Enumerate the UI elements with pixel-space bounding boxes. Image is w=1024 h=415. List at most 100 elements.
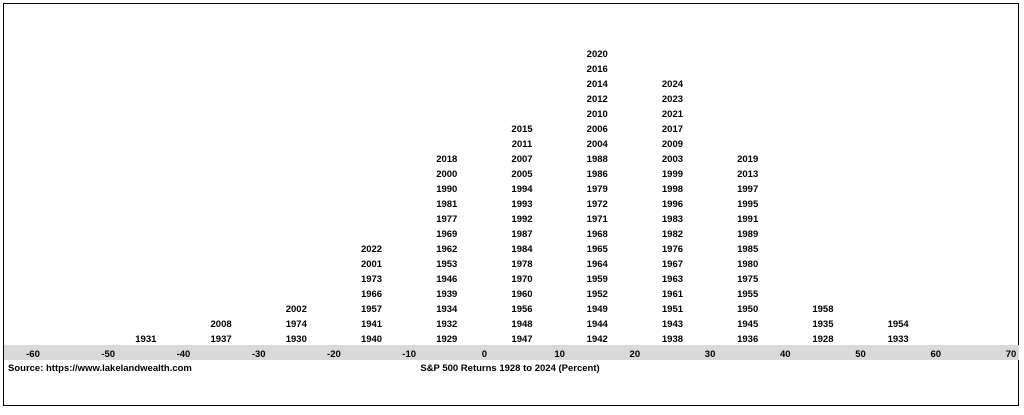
year-label: 1933 xyxy=(888,334,909,345)
year-label: 2019 xyxy=(737,154,758,165)
year-label: 1934 xyxy=(436,304,458,315)
year-label: 1953 xyxy=(436,259,457,270)
year-label: 2015 xyxy=(511,124,533,135)
year-label: 1954 xyxy=(888,319,910,330)
year-label: 1992 xyxy=(511,214,532,225)
year-label: 1999 xyxy=(662,169,683,180)
year-label: 2022 xyxy=(361,244,382,255)
year-label: 1963 xyxy=(662,274,683,285)
x-axis-ticks: -60 -50 -40 -30 -20 -10 0 10 20 30 40 50 60 70 xyxy=(26,349,1016,360)
year-label: 2007 xyxy=(511,154,532,165)
year-label: 1980 xyxy=(737,259,758,270)
year-label: 1943 xyxy=(662,319,683,330)
year-label: 1978 xyxy=(511,259,532,270)
year-label: 1938 xyxy=(662,334,683,345)
year-label: 1936 xyxy=(737,334,758,345)
year-label: 1952 xyxy=(587,289,608,300)
year-label: 2013 xyxy=(737,169,758,180)
year-label: 1955 xyxy=(737,289,759,300)
x-tick-label: -20 xyxy=(327,349,341,360)
year-label: 1962 xyxy=(436,244,457,255)
x-tick-label: 0 xyxy=(482,349,487,360)
year-label: 1945 xyxy=(737,319,759,330)
x-tick-label: -10 xyxy=(402,349,416,360)
x-axis-label: S&P 500 Returns 1928 to 2024 (Percent) xyxy=(420,363,599,374)
year-label: 1956 xyxy=(511,304,532,315)
year-label: 2012 xyxy=(587,94,608,105)
year-label: 1937 xyxy=(211,334,232,345)
year-label: 2002 xyxy=(286,304,307,315)
year-label: 1993 xyxy=(511,199,532,210)
year-label: 1982 xyxy=(662,229,683,240)
year-label: 1946 xyxy=(436,274,457,285)
year-label: 1944 xyxy=(587,319,609,330)
year-label: 1957 xyxy=(361,304,382,315)
x-tick-label: -30 xyxy=(252,349,266,360)
source-note: Source: https://www.lakelandwealth.com xyxy=(8,363,192,374)
year-label: 1928 xyxy=(812,334,833,345)
year-label: 1942 xyxy=(587,334,608,345)
year-label: 1958 xyxy=(812,304,833,315)
chart-frame xyxy=(3,3,1019,406)
year-label: 1948 xyxy=(511,319,532,330)
year-label: 1981 xyxy=(436,199,458,210)
year-label: 1989 xyxy=(737,229,758,240)
year-label: 1984 xyxy=(511,244,533,255)
x-tick-label: -40 xyxy=(177,349,191,360)
year-label: 1994 xyxy=(511,184,533,195)
year-label: 1940 xyxy=(361,334,382,345)
year-label: 1970 xyxy=(511,274,532,285)
year-label: 2018 xyxy=(436,154,457,165)
year-label: 1973 xyxy=(361,274,382,285)
year-label: 2017 xyxy=(662,124,683,135)
year-label: 1969 xyxy=(436,229,457,240)
year-label: 2003 xyxy=(662,154,683,165)
year-label: 1985 xyxy=(737,244,759,255)
year-label: 1991 xyxy=(737,214,759,225)
year-label: 1996 xyxy=(662,199,683,210)
year-label: 1995 xyxy=(737,199,759,210)
x-tick-label: 40 xyxy=(780,349,791,360)
year-label: 1959 xyxy=(587,274,608,285)
x-tick-label: 70 xyxy=(1006,349,1017,360)
year-label: 2006 xyxy=(587,124,608,135)
year-label: 1947 xyxy=(511,334,532,345)
year-label: 1961 xyxy=(662,289,684,300)
x-tick-label: 30 xyxy=(705,349,716,360)
year-label: 2008 xyxy=(211,319,232,330)
year-label: 1976 xyxy=(662,244,683,255)
year-label: 1951 xyxy=(662,304,684,315)
year-label: 2009 xyxy=(662,139,683,150)
year-label: 1950 xyxy=(737,304,758,315)
year-label: 2023 xyxy=(662,94,683,105)
year-label: 1968 xyxy=(587,229,608,240)
year-label: 1965 xyxy=(587,244,609,255)
year-label: 2005 xyxy=(511,169,533,180)
x-tick-label: 10 xyxy=(554,349,565,360)
year-label: 1930 xyxy=(286,334,307,345)
year-label: 2000 xyxy=(436,169,457,180)
year-label: 2020 xyxy=(587,49,608,60)
year-label: 1983 xyxy=(662,214,683,225)
year-label: 1979 xyxy=(587,184,608,195)
year-label: 1939 xyxy=(436,289,457,300)
year-label: 1986 xyxy=(587,169,608,180)
year-label: 1971 xyxy=(587,214,609,225)
x-tick-label: 60 xyxy=(930,349,941,360)
year-label: 2010 xyxy=(587,109,608,120)
year-label: 1960 xyxy=(511,289,532,300)
year-label: 1975 xyxy=(737,274,759,285)
year-label: 2001 xyxy=(361,259,383,270)
year-label: 1931 xyxy=(135,334,157,345)
year-label: 1988 xyxy=(587,154,608,165)
year-label: 2014 xyxy=(587,79,609,90)
year-label: 2011 xyxy=(512,139,533,150)
x-tick-label: 50 xyxy=(855,349,866,360)
year-label: 1974 xyxy=(286,319,308,330)
x-tick-label: 20 xyxy=(630,349,641,360)
year-label: 1932 xyxy=(436,319,457,330)
year-label: 2024 xyxy=(662,79,684,90)
x-tick-label: -60 xyxy=(26,349,40,360)
year-label: 1977 xyxy=(436,214,457,225)
